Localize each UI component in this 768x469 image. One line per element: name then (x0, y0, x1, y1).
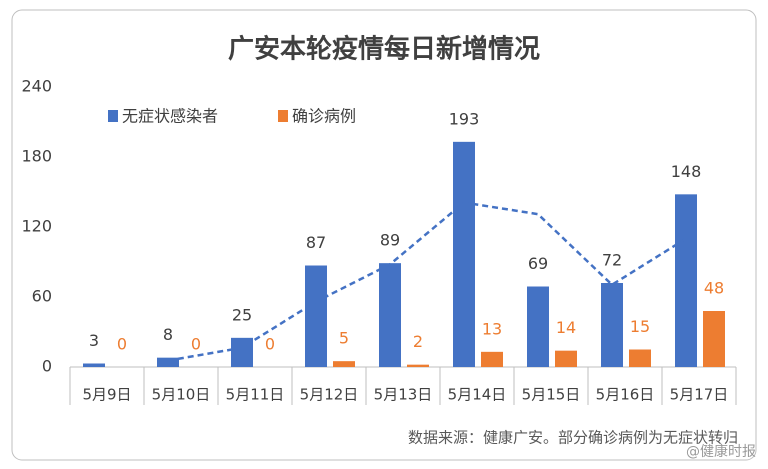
legend-swatch (108, 110, 118, 122)
value-label: 15 (630, 317, 650, 336)
bar (83, 363, 105, 367)
bar (703, 311, 725, 367)
frame (11, 9, 757, 461)
trend-line (167, 201, 687, 362)
value-label: 48 (704, 279, 724, 298)
value-label: 25 (232, 305, 252, 324)
x-tick-label: 5月12日 (300, 386, 359, 404)
value-label: 0 (117, 335, 127, 354)
y-tick-label: 180 (21, 147, 52, 166)
value-label: 87 (306, 233, 326, 252)
value-label: 13 (482, 319, 502, 338)
x-tick-label: 5月15日 (522, 386, 581, 404)
bar (555, 350, 577, 367)
legend-label: 确诊病例 (292, 107, 356, 126)
value-label: 2 (413, 332, 423, 351)
value-label: 193 (449, 109, 480, 128)
value-label: 3 (89, 331, 99, 350)
bar (481, 351, 503, 367)
bar (629, 349, 651, 367)
value-label: 8 (163, 325, 173, 344)
x-tick-label: 5月11日 (226, 386, 285, 404)
bar (601, 283, 623, 367)
x-tick-label: 5月9日 (82, 386, 131, 404)
bar (453, 141, 475, 367)
x-tick-label: 5月14日 (448, 386, 507, 404)
bar (379, 263, 401, 367)
value-label: 14 (556, 318, 576, 337)
x-tick-label: 5月10日 (152, 386, 211, 404)
value-label: 148 (671, 162, 702, 181)
x-tick-label: 5月16日 (596, 386, 655, 404)
y-tick-label: 0 (42, 357, 52, 376)
watermark: @健康时报 (686, 443, 756, 460)
y-tick-label: 240 (21, 77, 52, 96)
legend-swatch (278, 110, 288, 122)
y-tick-label: 120 (21, 217, 52, 236)
bar (407, 364, 429, 367)
chart-title: 广安本轮疫情每日新增情况 (228, 34, 540, 65)
bar (333, 361, 355, 367)
bar (305, 265, 327, 367)
value-label: 69 (528, 254, 548, 273)
value-label: 0 (265, 335, 275, 354)
value-label: 89 (380, 231, 400, 250)
source-note: 数据来源：健康广安。部分确诊病例为无症状转归 (408, 429, 738, 447)
legend-label: 无症状感染者 (122, 107, 218, 126)
bar (157, 357, 179, 367)
bar (675, 194, 697, 367)
y-tick-label: 60 (32, 287, 52, 306)
bar (527, 286, 549, 367)
value-label: 72 (602, 251, 622, 270)
x-tick-label: 5月13日 (374, 386, 433, 404)
value-label: 0 (191, 335, 201, 354)
value-label: 5 (339, 329, 349, 348)
x-tick-label: 5月17日 (670, 386, 729, 404)
